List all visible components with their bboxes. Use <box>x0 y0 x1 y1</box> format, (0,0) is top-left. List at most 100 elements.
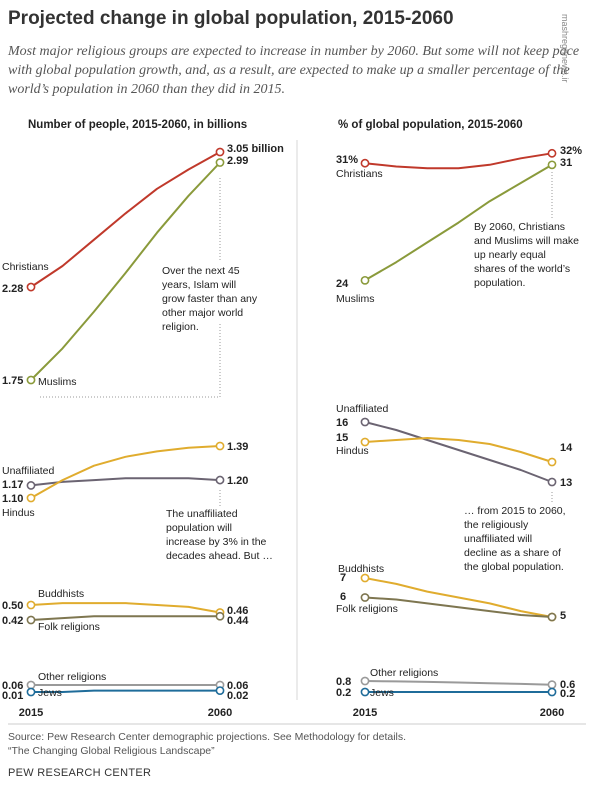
muslims-value-start: 1.75 <box>2 375 23 387</box>
folk-religions-value-end: 5 <box>560 610 566 622</box>
jews-value-end: 0.02 <box>227 690 248 702</box>
hindus-point-end <box>215 441 225 451</box>
hindus-series-label: Hindus <box>2 507 35 519</box>
other-religions-point-start <box>26 680 36 690</box>
folk-religions-point-start <box>26 615 36 625</box>
christians-value-start: 2.28 <box>2 283 23 295</box>
buddhists-point-start <box>26 600 36 610</box>
watermark: mashreghnews.ir <box>560 14 570 83</box>
jews-series-label: Jews <box>370 687 394 699</box>
hindus-value-end: 1.39 <box>227 441 248 453</box>
x-tick-end: 2060 <box>208 707 232 719</box>
other-religions-value-end: 0.06 <box>227 680 248 692</box>
unaffiliated-point-end <box>215 475 225 485</box>
unaffiliated-series-label: Unaffiliated <box>336 403 389 415</box>
buddhists-line <box>364 577 553 618</box>
christians-line <box>364 152 553 170</box>
other-religions-value-start: 0.06 <box>2 680 23 692</box>
muslims-value-start: 24 <box>336 278 349 290</box>
hindus-point-start <box>26 493 36 503</box>
hindus-point-end <box>547 457 557 467</box>
folk-religions-line <box>364 596 553 618</box>
unaffiliated-value-start: 16 <box>336 417 348 429</box>
folk-religions-line <box>30 615 220 621</box>
unaffiliated-point-start <box>26 481 36 490</box>
brand-name: PEW RESEARCH CENTER <box>8 767 152 779</box>
other-religions-line <box>364 680 553 686</box>
unaffiliated-value-start: 1.17 <box>2 479 23 491</box>
unaffiliated-series-label: Unaffiliated <box>2 465 55 477</box>
jews-point-end <box>547 687 557 697</box>
x-tick-start: 2015 <box>19 707 43 719</box>
folk-religions-point-end <box>215 611 225 621</box>
folk-religions-point-end <box>547 612 557 622</box>
folk-religions-series-label: Folk religions <box>38 621 100 633</box>
jews-point-end <box>215 686 225 695</box>
other-religions-point-start <box>360 676 370 686</box>
buddhists-value-start: 7 <box>340 572 346 584</box>
christians-value-start: 31% <box>336 154 358 166</box>
panel-title-2: % of global population, 2015-2060 <box>338 119 523 131</box>
folk-religions-value-start: 6 <box>340 591 346 603</box>
annotation-unaffiliated-share: … from 2015 to 2060, the religiously unaff… <box>464 505 566 573</box>
muslims-point-end <box>215 158 225 167</box>
muslims-point-start <box>360 275 370 285</box>
christians-point-end <box>215 147 225 157</box>
hindus-series-label: Hindus <box>336 445 369 457</box>
hindus-line <box>30 445 221 499</box>
jews-line <box>31 689 220 693</box>
jews-point-start <box>26 687 36 697</box>
christians-series-label: Christians <box>2 261 49 273</box>
buddhists-point-start <box>360 573 370 583</box>
unaffiliated-line <box>364 421 553 483</box>
jews-value-start: 0.2 <box>336 687 351 699</box>
jews-series-label: Jews <box>38 687 62 699</box>
hindus-point-start <box>360 437 370 447</box>
christians-value-end: 32% <box>560 145 582 157</box>
annotation-unaffiliated-count: The unaffiliated population will increase … <box>166 508 273 562</box>
jews-value-start: 0.01 <box>2 690 23 702</box>
christians-series-label: Christians <box>336 168 383 180</box>
other-religions-series-label: Other religions <box>38 671 106 683</box>
muslims-point-start <box>26 375 36 385</box>
hindus-line <box>364 437 553 463</box>
muslims-value-end: 2.99 <box>227 155 248 167</box>
christians-value-end: 3.05 billion <box>227 143 284 155</box>
buddhists-line <box>30 602 221 614</box>
annotation-islam-growth: Over the next 45 years, Islam will grow fa… <box>162 265 258 333</box>
panel-title-1: Number of people, 2015-2060, in billions <box>28 119 247 131</box>
hindus-value-start: 1.10 <box>2 493 23 505</box>
source-note: Source: Pew Research Center demographic … <box>8 731 407 743</box>
footer: Source: Pew Research Center demographic … <box>8 730 406 758</box>
unaffiliated-point-start <box>360 417 370 427</box>
buddhists-series-label: Buddhists <box>38 588 84 600</box>
hindus-value-start: 15 <box>336 432 348 444</box>
other-religions-value-start: 0.8 <box>336 676 351 688</box>
christians-point-end <box>547 148 557 158</box>
leader-line-islam-bracket <box>40 324 221 398</box>
christians-point-start <box>26 282 36 292</box>
jews-value-end: 0.2 <box>560 688 575 700</box>
unaffiliated-line <box>30 477 221 487</box>
jews-point-start <box>360 687 370 697</box>
unaffiliated-value-end: 1.20 <box>227 475 248 487</box>
other-religions-point-end <box>547 680 557 690</box>
buddhists-value-end: 0.46 <box>227 605 248 617</box>
hindus-value-end: 14 <box>560 442 573 454</box>
muslims-line <box>30 161 221 381</box>
folk-religions-value-start: 0.42 <box>2 615 23 627</box>
muslims-point-end <box>547 160 557 170</box>
muslims-line <box>364 163 553 282</box>
chart-subtitle: Most major religious groups are expected… <box>8 44 580 97</box>
buddhists-value-start: 0.50 <box>2 600 23 612</box>
christians-point-start <box>360 158 370 168</box>
other-religions-series-label: Other religions <box>370 667 438 679</box>
folk-religions-point-start <box>360 593 370 602</box>
folk-religions-value-end: 0.44 <box>227 615 249 627</box>
x-tick-end: 2060 <box>540 707 564 719</box>
folk-religions-series-label: Folk religions <box>336 603 398 615</box>
chart-title: Projected change in global population, 2… <box>8 8 454 29</box>
annotation-christians-muslims-share: By 2060, Christians and Muslims will make… <box>474 221 579 289</box>
unaffiliated-value-end: 13 <box>560 477 572 489</box>
